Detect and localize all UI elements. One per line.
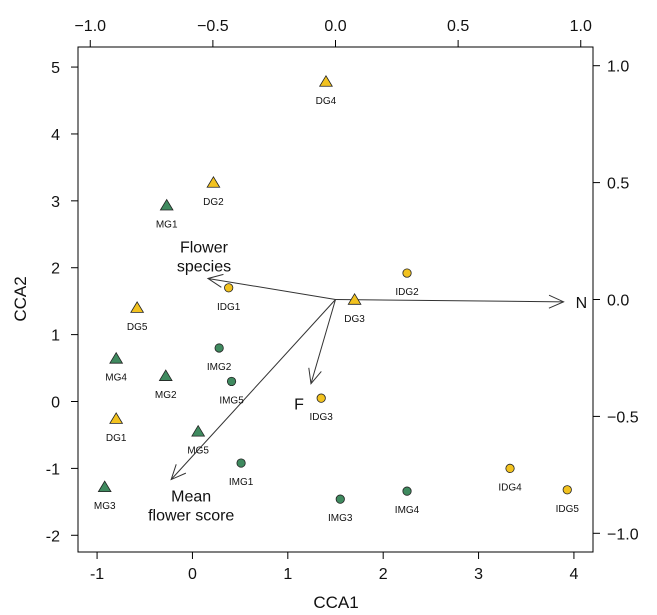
biplot-arrow	[335, 299, 564, 303]
right-tick-label: 0.5	[607, 176, 629, 193]
y-axis-title: CCA2	[11, 276, 30, 321]
top-tick-label: −1.0	[74, 18, 106, 35]
point-label: DG1	[106, 433, 127, 444]
point-label: IMG1	[229, 477, 254, 488]
right-tick-label: 1.0	[607, 59, 629, 76]
top-tick-label: 0.0	[324, 18, 346, 35]
data-point	[335, 494, 345, 504]
x-tick-label: -1	[90, 566, 104, 583]
top-tick-label: −0.5	[197, 18, 229, 35]
vector-label: species	[177, 258, 231, 275]
y-tick-label: 1	[51, 328, 60, 345]
biplot-arrowhead	[206, 273, 224, 288]
vector-label: Flower	[180, 239, 229, 256]
biplot-arrow	[310, 299, 336, 384]
right-tick-label: −0.5	[607, 409, 639, 426]
biplot-arrowhead	[308, 367, 322, 385]
data-point	[316, 393, 326, 403]
y-tick-label: -2	[46, 528, 60, 545]
point-label: IDG4	[498, 482, 522, 493]
data-point	[224, 283, 234, 293]
biplot-arrow	[170, 299, 336, 480]
biplot-arrowhead	[548, 294, 565, 309]
vector-label: flower score	[148, 508, 234, 525]
data-point	[158, 369, 173, 381]
x-tick-label: 1	[283, 566, 292, 583]
x-tick-label: 4	[569, 566, 578, 583]
point-label: IMG5	[219, 395, 244, 406]
x-tick-label: 0	[188, 566, 197, 583]
data-point	[130, 301, 145, 313]
y-tick-label: 4	[51, 127, 60, 144]
top-tick-label: 1.0	[570, 18, 592, 35]
point-label: MG3	[94, 501, 116, 512]
point-label: IDG5	[556, 504, 580, 515]
x-tick-label: 2	[379, 566, 388, 583]
point-label: IDG2	[395, 287, 419, 298]
point-label: IDG3	[310, 412, 334, 423]
point-label: DG4	[316, 96, 337, 107]
data-point	[402, 268, 412, 278]
x-tick-label: 3	[474, 566, 483, 583]
data-point	[159, 198, 174, 211]
point-label: IMG2	[207, 362, 232, 373]
data-point	[214, 343, 224, 353]
y-tick-label: 5	[51, 60, 60, 77]
data-point	[402, 486, 412, 496]
biplot-arrowhead	[170, 464, 187, 481]
point-label: MG5	[187, 446, 209, 457]
y-tick-label: 0	[51, 395, 60, 412]
point-label: MG2	[155, 390, 177, 401]
point-label: IMG4	[395, 505, 420, 516]
top-tick-label: 0.5	[447, 18, 469, 35]
vector-label: Mean	[171, 489, 211, 506]
right-tick-label: −1.0	[607, 526, 639, 543]
point-label: DG5	[127, 322, 148, 333]
data-point	[191, 424, 206, 437]
vector-label: N	[576, 295, 588, 312]
y-tick-label: -1	[46, 461, 60, 478]
y-tick-label: 2	[51, 261, 60, 278]
data-point	[236, 458, 246, 468]
vector-label: F	[294, 397, 304, 414]
data-point	[505, 463, 515, 473]
data-point	[109, 351, 124, 364]
point-label: DG3	[344, 314, 365, 325]
x-axis-title: CCA1	[313, 593, 358, 612]
data-point	[347, 293, 362, 305]
data-point	[109, 412, 124, 424]
data-point	[562, 485, 572, 495]
point-label: MG1	[156, 220, 178, 231]
y-tick-label: 3	[51, 194, 60, 211]
data-point	[318, 75, 333, 87]
point-label: DG2	[203, 197, 224, 208]
point-label: IMG3	[328, 513, 353, 524]
data-point	[97, 480, 112, 493]
point-label: MG4	[105, 373, 127, 384]
point-label: IDG1	[217, 302, 241, 313]
biplot-arrow	[207, 277, 336, 300]
data-point	[206, 176, 221, 188]
right-tick-label: 0.0	[607, 293, 629, 310]
data-point	[226, 376, 237, 387]
